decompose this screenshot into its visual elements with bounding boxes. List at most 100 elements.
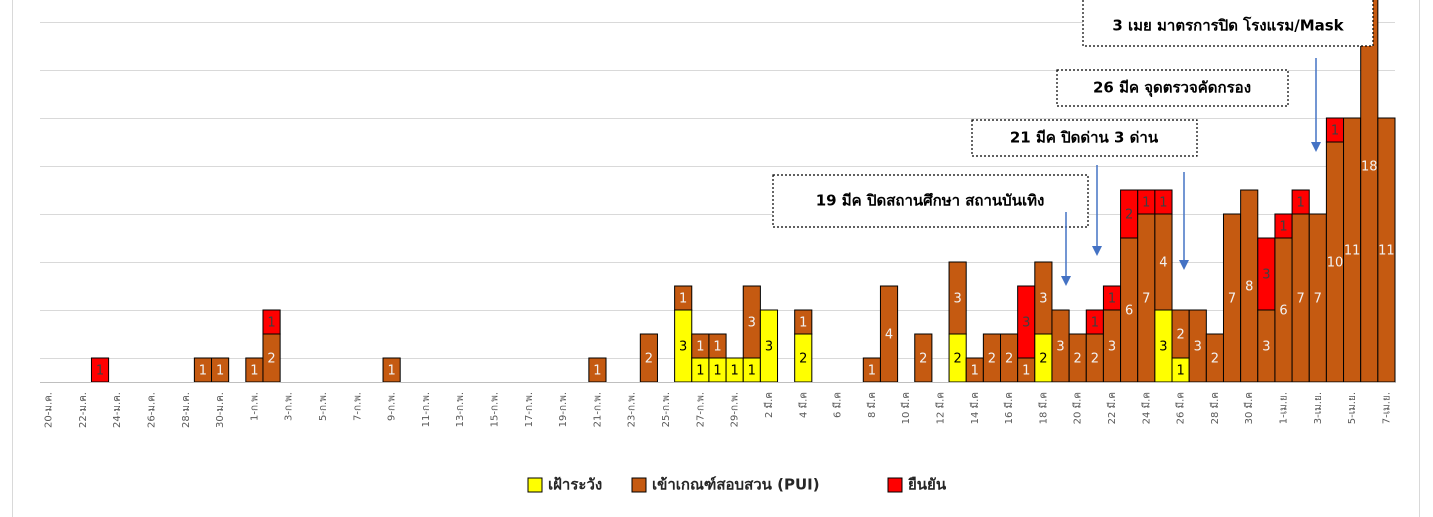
data-label: 6 — [1125, 304, 1133, 319]
x-axis-labels: 20-ม.ค. 22-ม.ค. 24-ม.ค. 26-ม.ค. 28-ม.ค. 30-ม.… — [44, 392, 1393, 428]
x-tick-label: 6 มี.ค — [832, 392, 844, 418]
data-label: 3 — [748, 316, 756, 331]
bar-segment — [262, 309, 281, 335]
data-label: 3 — [953, 292, 961, 307]
legend-swatch — [887, 477, 903, 493]
legend: เฝ้าระวัง เข้าเกณฑ์สอบสวน (PUI) ยืนยัน — [527, 476, 947, 494]
data-label: 2 — [1125, 208, 1133, 223]
x-tick-label: 5-เม.ย. — [1347, 392, 1358, 424]
annotation: 19 มีค ปิดสถานศึกษา สถานบันเทิง — [816, 192, 1045, 210]
data-label: 8 — [1245, 280, 1253, 295]
data-label: 2 — [645, 352, 653, 367]
data-label: 7 — [1228, 292, 1236, 307]
arrow-head — [1061, 276, 1071, 286]
data-label: 1 — [267, 316, 275, 331]
x-tick-label: 13-ก.พ. — [455, 392, 466, 427]
x-tick-label: 28 มี.ค — [1209, 392, 1221, 424]
data-label: 1 — [593, 364, 601, 379]
bar-segment — [794, 309, 813, 335]
data-label: 2 — [799, 352, 807, 367]
x-tick-label: 24-ม.ค. — [112, 392, 123, 428]
x-tick-label: 7-เม.ย. — [1381, 392, 1392, 424]
x-tick-label: 8 มี.ค — [866, 392, 878, 418]
x-tick-label: 14 มี.ค — [969, 392, 981, 424]
x-tick-label: 26-ม.ค. — [146, 392, 157, 428]
x-tick-label: 17-ก.พ. — [524, 392, 535, 427]
data-label: 3 — [1022, 316, 1030, 331]
x-tick-label: 19-ก.พ. — [558, 392, 569, 427]
x-tick-label: 15-ก.พ. — [490, 392, 501, 427]
data-label: 2 — [1074, 352, 1082, 367]
data-label: 2 — [1211, 352, 1219, 367]
data-label: 1 — [1142, 196, 1150, 211]
data-label: 1 — [868, 364, 876, 379]
legend-label: ยืนยัน — [908, 476, 947, 494]
data-label: 10 — [1327, 256, 1344, 271]
data-label: 1 — [250, 364, 258, 379]
x-tick-label: 24 มี.ค — [1140, 392, 1152, 424]
data-label: 1 — [1159, 196, 1167, 211]
x-tick-label: 11-ก.พ. — [421, 392, 432, 427]
data-label: 1 — [1108, 292, 1116, 307]
x-tick-label: 22-ม.ค. — [78, 392, 89, 428]
data-label: 1 — [216, 364, 224, 379]
data-label: 7 — [1297, 292, 1305, 307]
chart-frame — [12, 0, 1420, 517]
data-label: 4 — [1159, 256, 1167, 271]
data-label: 1 — [696, 340, 704, 355]
x-tick-label: 23-ก.พ. — [627, 392, 638, 427]
x-tick-label: 3-ก.พ. — [284, 392, 295, 421]
legend-swatch — [527, 477, 543, 493]
annotation: 26 มีค จุดตรวจคัดกรอง — [1093, 79, 1251, 98]
x-tick-label: 2 มี.ค — [763, 392, 775, 418]
data-label: 1 — [1176, 364, 1184, 379]
data-label: 1 — [696, 364, 704, 379]
data-label: 1 — [971, 364, 979, 379]
data-label: 1 — [748, 364, 756, 379]
bar-segment — [1360, 0, 1379, 383]
annotation-box — [971, 119, 1198, 157]
x-tick-label: 5-ก.พ. — [318, 392, 329, 421]
arrow-head — [1092, 246, 1102, 256]
data-label: 2 — [1091, 352, 1099, 367]
data-label: 2 — [953, 352, 961, 367]
data-label: 1 — [1022, 364, 1030, 379]
x-tick-label: 30 มี.ค — [1243, 392, 1255, 424]
x-tick-label: 3-เม.ย. — [1313, 392, 1324, 424]
data-label: 2 — [267, 352, 275, 367]
data-label: 1 — [799, 316, 807, 331]
data-label: 1 — [387, 364, 395, 379]
x-tick-label: 9-ก.พ. — [387, 392, 398, 421]
data-label: 7 — [1314, 292, 1322, 307]
annotations: 3 เมย มาตรการปิด โรงแรม/Mask 26 มีค จุดต… — [772, 0, 1374, 286]
x-tick-label: 4 มี.ค — [797, 392, 809, 418]
x-tick-label: 18 มี.ค — [1037, 392, 1049, 424]
data-label: 3 — [1262, 268, 1270, 283]
data-label: 4 — [885, 328, 893, 343]
arrow-head — [1179, 260, 1189, 270]
annotation-box — [1056, 69, 1289, 107]
x-tick-label: 26 มี.ค — [1175, 392, 1187, 424]
x-tick-label: 21-ก.พ. — [592, 392, 603, 427]
data-label: 1 — [713, 340, 721, 355]
data-label: 3 — [1194, 340, 1202, 355]
data-label: 1 — [679, 292, 687, 307]
data-label: 3 — [679, 340, 687, 355]
x-tick-label: 12 มี.ค — [934, 392, 946, 424]
data-label: 1 — [1279, 220, 1287, 235]
data-label: 1 — [1297, 196, 1305, 211]
data-label: 7 — [1142, 292, 1150, 307]
x-tick-label: 28-ม.ค. — [181, 392, 192, 428]
data-label: 3 — [1159, 340, 1167, 355]
x-tick-label: 29-ก.พ. — [730, 392, 741, 427]
data-label: 11 — [1344, 244, 1361, 259]
data-label: 2 — [1039, 352, 1047, 367]
arrow-head — [1311, 142, 1321, 152]
data-label: 2 — [1005, 352, 1013, 367]
bar-segment — [1291, 189, 1310, 215]
bar-segment — [708, 333, 727, 359]
data-label: 18 — [1361, 160, 1378, 175]
bar-segment — [1034, 261, 1053, 335]
x-tick-label: 7-ก.พ. — [352, 392, 363, 421]
